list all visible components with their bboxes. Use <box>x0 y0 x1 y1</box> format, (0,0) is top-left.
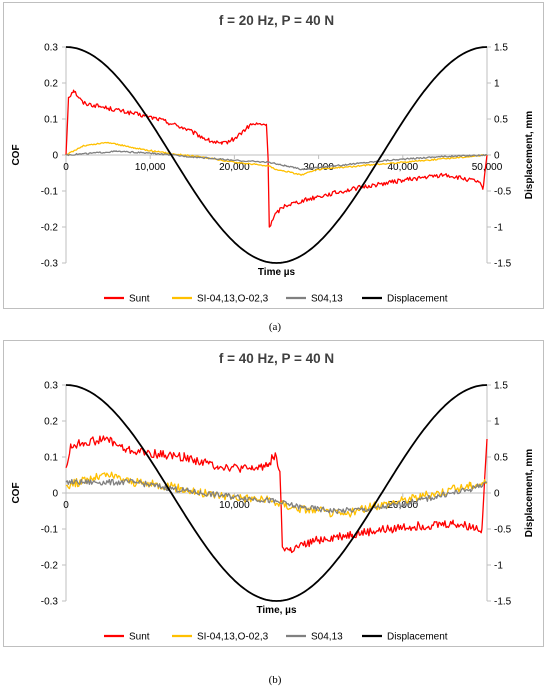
series-line-si-04-13-o-02-3 <box>65 141 488 176</box>
legend-label-s04-13: S04,13 <box>311 294 343 305</box>
y-tick-label: -0.1 <box>41 525 59 536</box>
caption-b: (b) <box>268 674 282 686</box>
y-tick-label: -0.2 <box>41 561 59 572</box>
series-line-sunt <box>65 89 488 228</box>
y2-tick-label: 0.5 <box>494 453 508 464</box>
y-axis-label: COF <box>11 482 22 503</box>
x-tick-label: 20,000 <box>219 162 250 173</box>
y2-tick-label: -1.5 <box>494 259 512 270</box>
y2-tick-label: 1.5 <box>494 43 508 54</box>
x-tick-label: 10,000 <box>219 500 250 511</box>
x-axis-label: Time, µs <box>256 605 296 616</box>
y2-tick-label: 1 <box>494 417 500 428</box>
y2-tick-label: -1 <box>494 561 503 572</box>
legend-label-si-04-13-o-02-3: SI-04,13,O-02,3 <box>197 632 269 643</box>
legend-label-s04-13: S04,13 <box>311 632 343 643</box>
x-tick-label: 0 <box>63 162 69 173</box>
x-tick-label: 10,000 <box>135 162 166 173</box>
series-line-displacement <box>65 46 488 264</box>
y-tick-label: -0.1 <box>41 187 59 198</box>
y-tick-label: 0.3 <box>44 381 58 392</box>
y-tick-label: -0.2 <box>41 223 59 234</box>
y-axis-label: COF <box>11 144 22 165</box>
x-tick-label: 50,000 <box>472 162 503 173</box>
y-tick-label: 0.2 <box>44 79 58 90</box>
chart-panel-b: f = 40 Hz, P = 40 N 0.3 0.2 0.1 0 -0.1 -0.2 -0.… <box>3 340 544 647</box>
y-tick-label: 0.3 <box>44 43 58 54</box>
y2-axis-label: Displacement, mm <box>524 449 535 537</box>
y2-tick-label: -0.5 <box>494 525 512 536</box>
series-line-s04-13 <box>65 478 487 515</box>
chart-title: f = 20 Hz, P = 40 N <box>219 13 334 28</box>
legend-label-sunt: Sunt <box>129 294 150 305</box>
y2-tick-label: 0 <box>494 489 500 500</box>
series-line-displacement <box>65 384 488 602</box>
y-tick-label: -0.3 <box>41 259 59 270</box>
series-line-s04-13 <box>65 150 488 171</box>
y2-tick-label: 0.5 <box>494 115 508 126</box>
y2-tick-label: 1.5 <box>494 381 508 392</box>
y2-tick-label: -1 <box>494 223 503 234</box>
legend-label-displacement: Displacement <box>387 632 448 643</box>
x-tick-label: 40,000 <box>388 162 419 173</box>
y-tick-label: 0.1 <box>44 115 58 126</box>
chart-a-svg: f = 20 Hz, P = 40 N 0.3 0.2 0.1 0 -0.1 -0.2 -0.… <box>11 13 535 305</box>
chart-title: f = 40 Hz, P = 40 N <box>219 351 334 366</box>
legend-label-si-04-13-o-02-3: SI-04,13,O-02,3 <box>197 294 269 305</box>
legend-label-sunt: Sunt <box>129 632 150 643</box>
x-tick-label: 0 <box>63 500 69 511</box>
y-tick-label: -0.3 <box>41 597 59 608</box>
y-tick-label: 0.1 <box>44 453 58 464</box>
legend-label-displacement: Displacement <box>387 294 448 305</box>
chart-b-svg: f = 40 Hz, P = 40 N 0.3 0.2 0.1 0 -0.1 -0.2 -0.… <box>11 351 535 643</box>
series-line-sunt <box>65 435 488 554</box>
y2-tick-label: 0 <box>494 151 500 162</box>
x-axis-label: Time µs <box>258 267 296 278</box>
y-tick-label: 0 <box>52 489 58 500</box>
caption-a: (a) <box>268 321 282 333</box>
chart-panel-a: f = 20 Hz, P = 40 N 0.3 0.2 0.1 0 -0.1 -0.2 -0.… <box>3 2 544 309</box>
y2-tick-label: -1.5 <box>494 597 512 608</box>
y-tick-label: 0.2 <box>44 417 58 428</box>
y2-tick-label: -0.5 <box>494 187 512 198</box>
y2-axis-label: Displacement, mm <box>524 111 535 199</box>
y-tick-label: 0 <box>52 151 58 162</box>
series-line-si-04-13-o-02-3 <box>65 471 488 518</box>
y2-tick-label: 1 <box>494 79 500 90</box>
